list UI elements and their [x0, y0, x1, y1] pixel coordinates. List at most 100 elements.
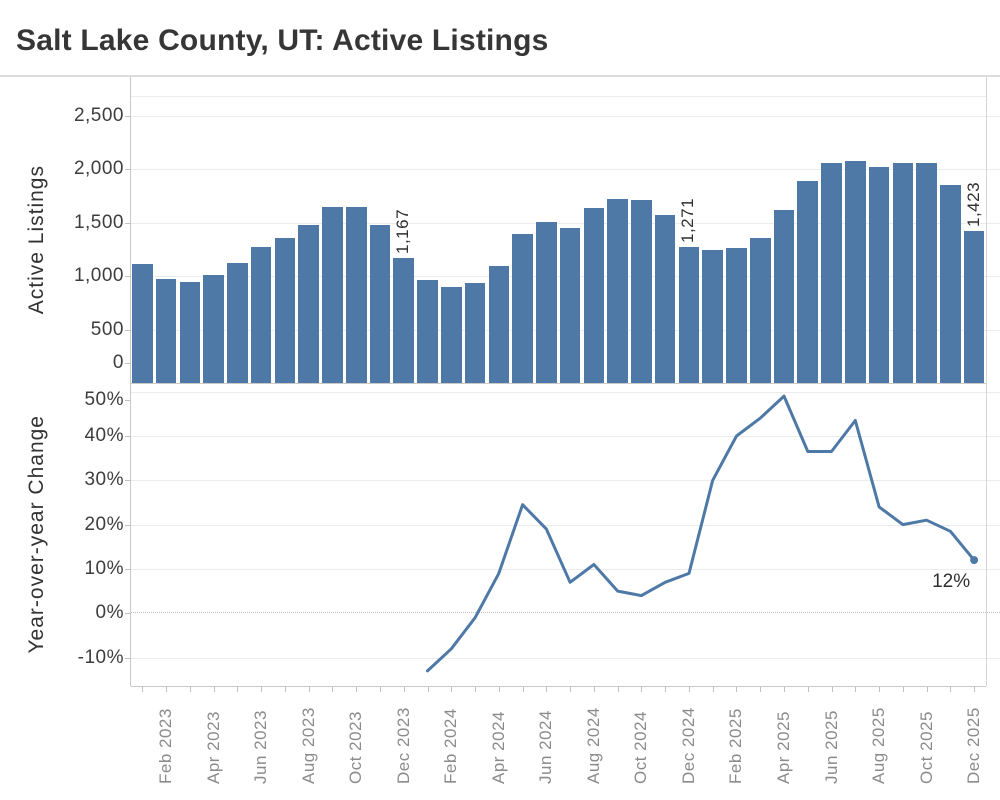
- y-tick-label: 1,500: [73, 211, 124, 233]
- active-listings-bar[interactable]: [702, 250, 723, 383]
- y-axis-tick: [124, 568, 131, 570]
- x-axis-tick: [617, 687, 619, 692]
- active-listings-bar[interactable]: [369, 224, 391, 383]
- active-listings-bar[interactable]: [488, 266, 510, 383]
- active-listings-bar[interactable]: [393, 258, 415, 383]
- active-listings-bar[interactable]: [536, 221, 557, 383]
- active-listings-bar[interactable]: [345, 207, 367, 383]
- x-axis-tick: [855, 687, 857, 692]
- x-axis-tick: [284, 687, 286, 692]
- x-axis-tick: [403, 687, 405, 692]
- x-axis-tick: [902, 687, 904, 692]
- active-listings-bar[interactable]: [583, 207, 605, 383]
- active-listings-bar[interactable]: [559, 227, 581, 383]
- active-listings-bar[interactable]: [868, 167, 890, 383]
- x-axis-tick: [451, 687, 453, 692]
- y-axis-tick: [124, 222, 131, 224]
- active-listings-bar[interactable]: [821, 163, 842, 383]
- gridline: [130, 391, 1000, 393]
- active-listings-bar[interactable]: [132, 264, 153, 383]
- x-axis-tick: [261, 687, 263, 692]
- y-axis-tick: [124, 524, 131, 526]
- active-listings-bar[interactable]: [250, 247, 272, 383]
- y-axis-tick: [124, 329, 131, 331]
- title-divider: [0, 75, 1000, 77]
- pane-separator-line: [130, 382, 986, 384]
- active-listings-bar[interactable]: [940, 185, 961, 383]
- x-axis-tick: [974, 687, 976, 692]
- x-axis-tick: [332, 687, 334, 692]
- page-title: Salt Lake County, UT: Active Listings: [16, 24, 549, 57]
- x-axis-tick: [427, 687, 429, 692]
- y-axis-tick: [124, 169, 131, 170]
- pane-top-border: [130, 96, 986, 97]
- active-listings-bar[interactable]: [749, 237, 771, 383]
- y-tick-label: 2,500: [73, 104, 124, 126]
- y-axis-tick: [124, 276, 131, 277]
- y-tick-label: 500: [90, 318, 124, 340]
- x-axis-tick: [950, 687, 952, 692]
- active-listings-bar[interactable]: [464, 282, 486, 383]
- x-axis-tick: [665, 687, 667, 692]
- y-axis-tick: [124, 435, 131, 437]
- x-axis-tick: [475, 687, 477, 692]
- y-tick-label: 30%: [84, 469, 124, 491]
- y-tick-label: 50%: [84, 388, 124, 410]
- gridline: [130, 169, 1000, 170]
- x-axis-tick: [142, 687, 144, 692]
- x-axis-tick: [237, 687, 239, 692]
- y-tick-label: 2,000: [73, 158, 124, 179]
- active-listings-bar[interactable]: [274, 238, 296, 383]
- active-listings-bar[interactable]: [155, 279, 177, 383]
- y-tick-label: 0: [112, 352, 124, 373]
- x-axis-tick: [308, 687, 310, 692]
- active-listings-bar[interactable]: [512, 234, 533, 383]
- active-listings-bar[interactable]: [227, 263, 248, 383]
- y-tick-label: 40%: [84, 424, 124, 446]
- active-listings-bar[interactable]: [726, 247, 747, 383]
- y-tick-label: 0%: [95, 602, 124, 624]
- y-axis-tick: [124, 363, 131, 364]
- gridline: [130, 115, 1000, 117]
- yoy-end-value-label: 12%: [932, 571, 971, 593]
- y-axis-tick: [124, 480, 131, 482]
- active-listings-bar[interactable]: [844, 160, 866, 383]
- x-axis-tick: [498, 687, 500, 692]
- gridline: [130, 657, 1000, 659]
- active-listings-bar[interactable]: [654, 215, 676, 383]
- y-tick-label: 20%: [84, 513, 124, 535]
- active-listings-bar[interactable]: [892, 162, 914, 383]
- y-axis-tick: [124, 613, 131, 615]
- active-listings-bar[interactable]: [773, 210, 795, 383]
- active-listings-bar[interactable]: [298, 225, 320, 383]
- active-listings-bar[interactable]: [179, 281, 201, 383]
- y-tick-label: 10%: [84, 557, 124, 579]
- active-listings-bar[interactable]: [797, 180, 819, 383]
- active-listings-bar[interactable]: [322, 207, 343, 383]
- x-axis-tick: [736, 687, 738, 692]
- x-axis-tick: [166, 687, 168, 692]
- gridline: [130, 524, 1000, 526]
- active-listings-bar[interactable]: [607, 199, 628, 383]
- active-listings-bar[interactable]: [963, 230, 985, 383]
- active-listings-bar[interactable]: [417, 279, 438, 383]
- active-listings-bar[interactable]: [916, 162, 937, 383]
- y-axis-tick: [124, 115, 131, 117]
- yoy-line[interactable]: [426, 394, 976, 673]
- y-axis-line: [130, 77, 131, 686]
- active-listings-bar[interactable]: [441, 286, 462, 383]
- active-listings-bar[interactable]: [678, 247, 700, 383]
- x-axis-tick: [784, 687, 785, 692]
- x-axis-tick: [879, 687, 881, 692]
- active-listings-bar[interactable]: [203, 274, 224, 383]
- active-listings-bar[interactable]: [631, 200, 652, 383]
- x-axis-tick: [593, 687, 595, 692]
- x-axis-tick: [356, 687, 358, 692]
- x-axis-tick: [522, 687, 524, 692]
- x-axis-tick: [760, 687, 762, 692]
- x-axis-tick: [831, 687, 833, 692]
- x-axis-tick: [712, 687, 714, 692]
- yoy-endpoint-dot[interactable]: [970, 556, 979, 565]
